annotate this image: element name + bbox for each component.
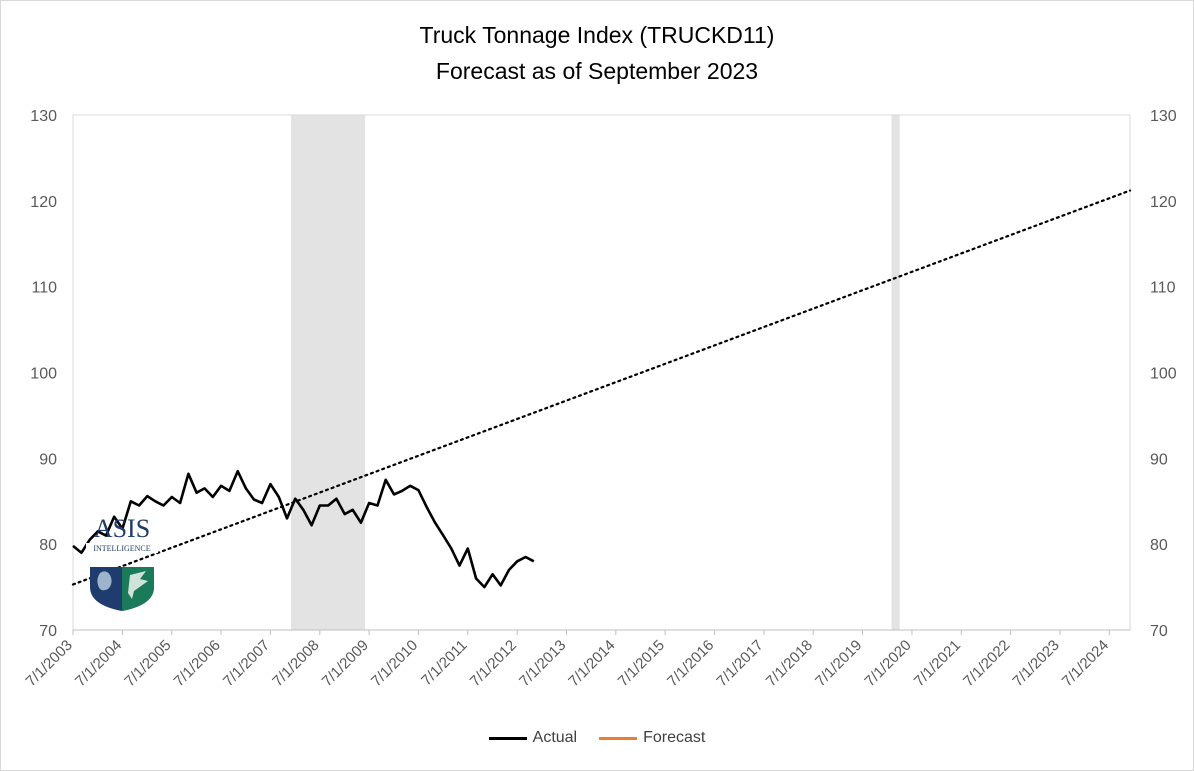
y2-tick-label: 120 <box>1150 194 1177 211</box>
y-tick-label: 80 <box>39 537 57 554</box>
y-tick-label: 100 <box>30 366 57 383</box>
x-tick-label: 7/1/2006 <box>171 637 224 690</box>
x-tick-label: 7/1/2013 <box>516 637 569 690</box>
series-line-actual <box>72 469 535 589</box>
legend-swatch-actual <box>488 736 527 740</box>
y-tick-label: 90 <box>39 451 57 468</box>
plot-area-border <box>72 114 1131 631</box>
y2-tick-label: 90 <box>1150 451 1168 468</box>
y-tick-label: 120 <box>30 194 57 211</box>
x-tick-label: 7/1/2003 <box>23 637 76 690</box>
x-tick-label: 7/1/2019 <box>812 637 865 690</box>
y2-tick-label: 100 <box>1150 366 1177 383</box>
x-tick-label: 7/1/2015 <box>615 637 668 690</box>
x-tick-label: 7/1/2009 <box>319 637 372 690</box>
chart-legend: Actual Forecast <box>0 729 1194 747</box>
x-tick-label: 7/1/2004 <box>72 637 125 690</box>
trendline <box>71 189 1132 586</box>
legend-swatch-forecast <box>599 736 638 740</box>
y-tick-label: 130 <box>30 108 57 125</box>
y-tick-label: 70 <box>39 623 57 640</box>
x-tick-label: 7/1/2007 <box>220 637 273 690</box>
x-tick-label: 7/1/2010 <box>368 637 421 690</box>
y2-tick-label: 110 <box>1150 280 1176 297</box>
owl-icon <box>97 571 112 591</box>
x-tick-label: 7/1/2024 <box>1059 637 1112 690</box>
y2-tick-label: 80 <box>1150 537 1168 554</box>
chart-title: Truck Tonnage Index (TRUCKD11) <box>419 22 775 48</box>
recession-band <box>291 115 366 630</box>
x-tick-label: 7/1/2020 <box>861 637 914 690</box>
legend-item-forecast: Forecast <box>599 729 705 747</box>
x-tick-label: 7/1/2014 <box>565 637 618 690</box>
y2-tick-label: 70 <box>1150 623 1168 640</box>
logo-subtext-bg <box>86 543 158 553</box>
x-tick-label: 7/1/2008 <box>269 637 322 690</box>
logo-subtext: INTELLIGENCE <box>93 544 150 553</box>
x-tick-label: 7/1/2005 <box>121 637 174 690</box>
legend-label-actual: Actual <box>532 729 578 746</box>
logo-text: ASIS <box>94 515 150 543</box>
x-tick-label: 7/1/2022 <box>960 637 1013 690</box>
x-tick-label: 7/1/2018 <box>763 637 816 690</box>
y-tick-label: 110 <box>31 280 57 297</box>
chart-subtitle: Forecast as of September 2023 <box>435 58 759 84</box>
x-tick-label: 7/1/2021 <box>911 637 964 690</box>
x-tick-label: 7/1/2011 <box>418 637 471 690</box>
x-tick-label: 7/1/2017 <box>713 637 766 690</box>
asis-logo: ASIS INTELLIGENCE <box>86 515 158 611</box>
eagle-icon <box>128 571 148 599</box>
x-tick-label: 7/1/2023 <box>1009 637 1062 690</box>
x-tick-label: 7/1/2012 <box>467 637 520 690</box>
legend-label-forecast: Forecast <box>643 729 706 746</box>
recession-band <box>891 115 900 630</box>
legend-item-actual: Actual <box>488 729 578 747</box>
x-tick-label: 7/1/2016 <box>664 637 717 690</box>
y2-tick-label: 130 <box>1150 108 1177 125</box>
